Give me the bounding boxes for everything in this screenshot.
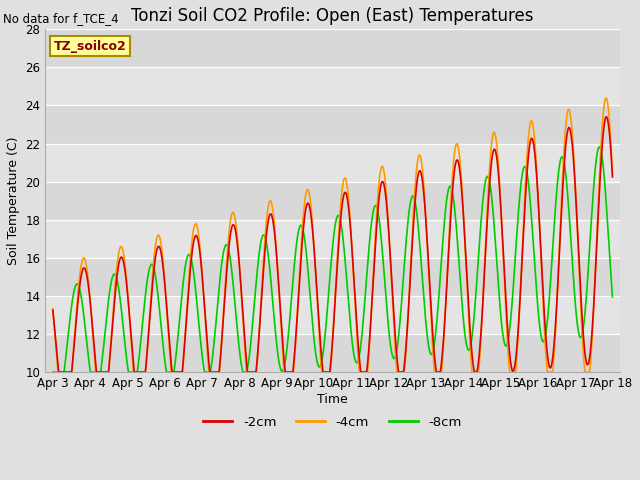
-2cm — [419, 181, 427, 187]
Bar — [45, 258, 620, 296]
-8cm — [269, 295, 276, 301]
-2cm — [602, 114, 610, 120]
-4cm — [49, 306, 57, 312]
Bar — [45, 220, 620, 258]
Legend: -2cm, -4cm, -8cm: -2cm, -4cm, -8cm — [198, 410, 467, 434]
Y-axis label: Soil Temperature (C): Soil Temperature (C) — [7, 136, 20, 265]
-8cm — [282, 353, 290, 359]
-8cm — [419, 277, 426, 283]
Bar — [45, 144, 620, 181]
Bar — [45, 29, 620, 67]
-8cm — [511, 266, 518, 272]
-4cm — [173, 369, 180, 375]
Text: TZ_soilco2: TZ_soilco2 — [54, 39, 127, 53]
-4cm — [269, 207, 276, 213]
-2cm — [49, 307, 57, 313]
-2cm — [609, 174, 616, 180]
Bar — [45, 106, 620, 144]
-2cm — [55, 369, 63, 375]
Bar — [45, 67, 620, 106]
-4cm — [559, 164, 567, 169]
-4cm — [282, 369, 290, 375]
-2cm — [173, 369, 180, 375]
-2cm — [511, 362, 519, 368]
-2cm — [559, 179, 567, 185]
Bar — [45, 296, 620, 334]
-8cm — [559, 155, 566, 160]
-8cm — [49, 369, 57, 375]
Text: No data for f_TCE_4: No data for f_TCE_4 — [3, 12, 119, 25]
-8cm — [173, 349, 180, 355]
Bar — [45, 334, 620, 372]
Line: -2cm: -2cm — [53, 117, 612, 372]
Line: -8cm: -8cm — [53, 147, 612, 372]
Title: Tonzi Soil CO2 Profile: Open (East) Temperatures: Tonzi Soil CO2 Profile: Open (East) Temp… — [131, 7, 534, 25]
Bar — [45, 181, 620, 220]
-2cm — [282, 369, 290, 375]
-8cm — [595, 144, 603, 150]
Line: -4cm: -4cm — [53, 98, 612, 372]
X-axis label: Time: Time — [317, 393, 348, 406]
-4cm — [609, 171, 616, 177]
-4cm — [54, 369, 62, 375]
-2cm — [269, 217, 276, 223]
-4cm — [602, 95, 610, 101]
-8cm — [609, 294, 616, 300]
-4cm — [511, 369, 519, 375]
-4cm — [419, 170, 427, 176]
